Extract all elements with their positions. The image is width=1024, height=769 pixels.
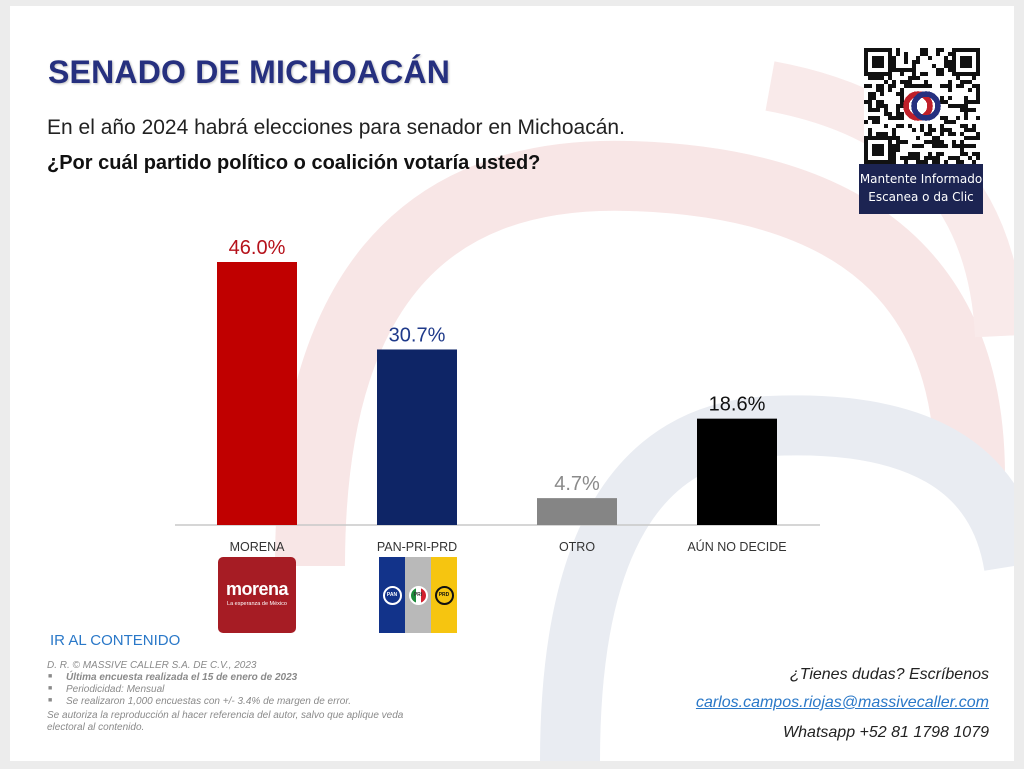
sample-text: Se realizaron 1,000 encuestas con +/- 3.… xyxy=(66,696,352,707)
survey-card: SENADO DE MICHOACÁN En el año 2024 habrá… xyxy=(10,6,1014,761)
copyright-text: D. R. © MASSIVE CALLER S.A. DE C.V., 202… xyxy=(47,660,257,671)
data-label: 46.0% xyxy=(229,237,286,259)
periodicity-text: Periodicidad: Mensual xyxy=(66,684,165,695)
prd-logo: PRD xyxy=(431,557,457,633)
pan-pri-prd-logo: PAN PRI PRD xyxy=(379,557,457,633)
x-tick-label: AÚN NO DECIDE xyxy=(687,539,786,554)
qr-code[interactable] xyxy=(862,48,982,164)
data-label: 18.6% xyxy=(709,394,766,416)
bullet-icon: ■ xyxy=(48,673,53,680)
bar-chart: 46.0% MORENA 30.7% PAN-PRI-PRD 4.7% OTRO 18.6%… xyxy=(175,237,820,554)
x-tick-label: MORENA xyxy=(230,540,286,554)
x-tick-label: OTRO xyxy=(559,540,595,554)
bar-a-n-no-decide xyxy=(697,418,777,525)
morena-logo-text: morena xyxy=(225,579,289,599)
bar-pan-pri-prd xyxy=(377,349,457,525)
contact-question: ¿Tienes dudas? Escríbenos xyxy=(789,666,989,683)
authorization-text-2: electoral al contenido. xyxy=(47,722,145,733)
qr-caption[interactable]: Mantente Informado Escanea o da Clic xyxy=(859,164,983,214)
bar-morena xyxy=(217,262,297,525)
x-tick-label: PAN-PRI-PRD xyxy=(377,540,457,554)
qr-caption-line1: Mantente Informado xyxy=(859,172,983,186)
data-label: 30.7% xyxy=(389,324,446,346)
pri-logo: PRI xyxy=(405,557,431,633)
last-survey-text: Última encuesta realizada el 15 de enero… xyxy=(66,672,298,683)
bullet-icon: ■ xyxy=(48,697,53,704)
survey-question: ¿Por cuál partido político o coalición v… xyxy=(47,152,541,174)
contact-email-link[interactable]: carlos.campos.riojas@massivecaller.com xyxy=(695,694,989,711)
bullet-icon: ■ xyxy=(48,685,53,692)
morena-logo: morena La esperanza de México xyxy=(218,557,296,633)
bar-otro xyxy=(537,498,617,525)
qr-code-graphic xyxy=(864,48,980,164)
qr-caption-line2: Escanea o da Clic xyxy=(868,190,974,204)
morena-logo-tagline: La esperanza de México xyxy=(227,601,287,607)
pan-logo: PAN xyxy=(379,557,405,633)
data-label: 4.7% xyxy=(554,473,600,495)
go-to-content-link[interactable]: IR AL CONTENIDO xyxy=(50,632,181,649)
page-title: SENADO DE MICHOACÁN xyxy=(48,54,451,90)
authorization-text-1: Se autoriza la reproducción al hacer ref… xyxy=(47,710,404,721)
whatsapp-contact: Whatsapp +52 81 1798 1079 xyxy=(783,724,989,741)
page-subtitle: En el año 2024 habrá elecciones para sen… xyxy=(47,116,625,139)
